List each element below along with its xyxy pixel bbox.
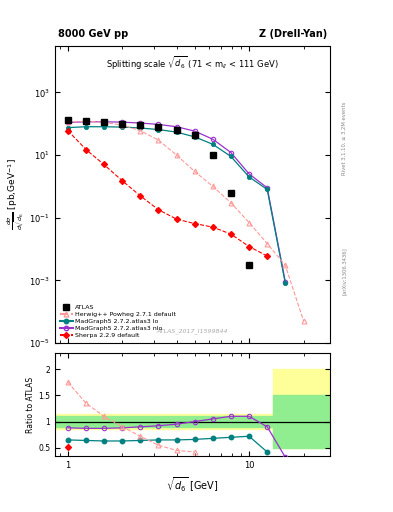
Y-axis label: Ratio to ATLAS: Ratio to ATLAS [26, 376, 35, 433]
Text: ATLAS_2017_I1599844: ATLAS_2017_I1599844 [157, 328, 228, 334]
Legend: ATLAS, Herwig++ Powheg 2.7.1 default, MadGraph5 2.7.2.atlas3 lo, MadGraph5 2.7.2: ATLAS, Herwig++ Powheg 2.7.1 default, Ma… [58, 303, 178, 340]
Bar [55, 416, 330, 427]
Text: [arXiv:1306.3436]: [arXiv:1306.3436] [342, 247, 347, 295]
Bar [55, 414, 330, 430]
Text: Splitting scale $\sqrt{d_6}$ (71 < m$_{ll}$ < 111 GeV): Splitting scale $\sqrt{d_6}$ (71 < m$_{l… [106, 54, 279, 71]
Text: 8000 GeV pp: 8000 GeV pp [58, 29, 128, 39]
Text: Z (Drell-Yan): Z (Drell-Yan) [259, 29, 327, 39]
X-axis label: $\sqrt{d_6}$ [GeV]: $\sqrt{d_6}$ [GeV] [166, 475, 219, 494]
Y-axis label: $\frac{d\sigma}{d\sqrt{d_6}}$ [pb,GeV$^{-1}$]: $\frac{d\sigma}{d\sqrt{d_6}}$ [pb,GeV$^{… [6, 159, 26, 230]
Text: Rivet 3.1.10, ≥ 3.2M events: Rivet 3.1.10, ≥ 3.2M events [342, 101, 347, 175]
